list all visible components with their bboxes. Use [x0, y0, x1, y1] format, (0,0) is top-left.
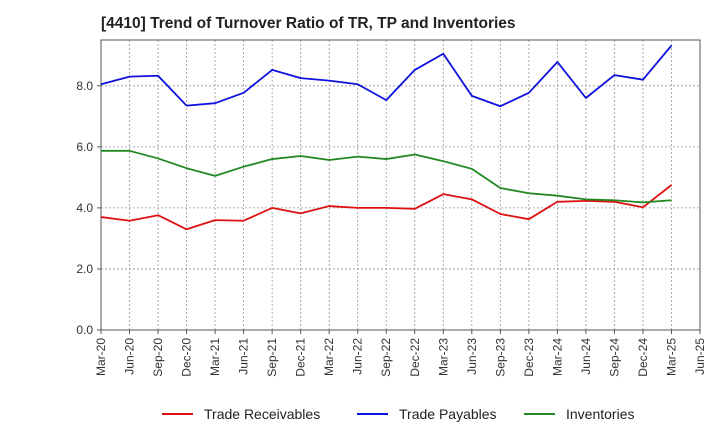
x-tick-label: Mar-25 — [664, 338, 678, 376]
x-tick-label: Sep-20 — [151, 338, 165, 377]
x-tick-label: Mar-23 — [436, 338, 450, 376]
x-tick-label: Mar-22 — [322, 338, 336, 376]
legend-label: Trade Payables — [399, 406, 497, 422]
series-line-trade-payables — [100, 44, 673, 108]
x-tick-label: Sep-23 — [493, 338, 507, 377]
chart-title: [4410] Trend of Turnover Ratio of TR, TP… — [101, 15, 516, 32]
x-tick-label: Dec-24 — [636, 338, 650, 377]
x-tick-label: Dec-20 — [180, 338, 194, 377]
series-line-trade-receivables — [100, 184, 673, 231]
y-tick-label: 2.0 — [76, 262, 93, 276]
x-tick-label: Sep-21 — [265, 338, 279, 377]
x-tick-label: Jun-20 — [123, 338, 137, 375]
x-tick-label: Mar-20 — [94, 338, 108, 376]
y-tick-label: 6.0 — [76, 140, 93, 154]
x-tick-label: Sep-24 — [607, 338, 621, 377]
x-tick-label: Mar-24 — [550, 338, 564, 376]
x-tick-label: Dec-22 — [408, 338, 422, 377]
x-tick-label: Mar-21 — [208, 338, 222, 376]
plot-frame — [100, 39, 701, 331]
x-tick-label: Jun-22 — [351, 338, 365, 375]
y-tick-label: 4.0 — [76, 201, 93, 215]
legend-label: Trade Receivables — [204, 406, 320, 422]
series-line-inventories — [101, 149, 672, 204]
y-tick-label: 0.0 — [76, 323, 93, 337]
x-tick-label: Jun-24 — [579, 338, 593, 375]
x-tick-label: Dec-21 — [294, 338, 308, 377]
x-tick-label: Sep-22 — [379, 338, 393, 377]
legend-label: Inventories — [566, 406, 634, 422]
x-tick-label: Jun-23 — [465, 338, 479, 375]
x-tick-label: Dec-23 — [522, 338, 536, 377]
x-tick-label: Jun-21 — [237, 338, 251, 375]
y-tick-label: 8.0 — [76, 79, 93, 93]
x-tick-label: Jun-25 — [693, 338, 707, 375]
